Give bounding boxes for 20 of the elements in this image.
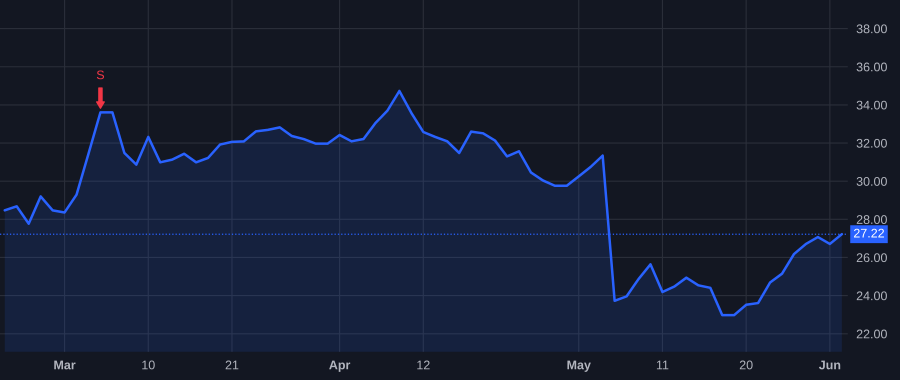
x-tick-label: 21: [226, 360, 238, 370]
y-tick-label: 36.00: [856, 62, 887, 72]
x-tick-label: 12: [417, 360, 430, 370]
y-tick-label: 32.00: [856, 138, 887, 148]
y-tick-label: 34.00: [856, 100, 887, 110]
y-tick-label: 30.00: [856, 176, 887, 186]
x-tick-label: Apr: [329, 360, 350, 372]
y-tick-label: 24.00: [856, 291, 887, 300]
ref-line-label: 27.22: [854, 228, 884, 238]
x-tick-label: 11: [656, 360, 668, 370]
x-tick-label: 10: [142, 360, 155, 370]
x-tick-label: 20: [740, 360, 753, 370]
y-tick-label: 22.00: [856, 330, 887, 338]
annotation: S: [96, 70, 104, 80]
x-tick-label: Jun: [818, 360, 840, 370]
x-tick-label: May: [567, 360, 591, 372]
y-tick-label: 26.00: [856, 253, 887, 262]
x-tick-label: Mar: [54, 360, 76, 370]
y-tick-label: 38.00: [856, 24, 887, 34]
y-tick-label: 28.00: [856, 215, 887, 224]
